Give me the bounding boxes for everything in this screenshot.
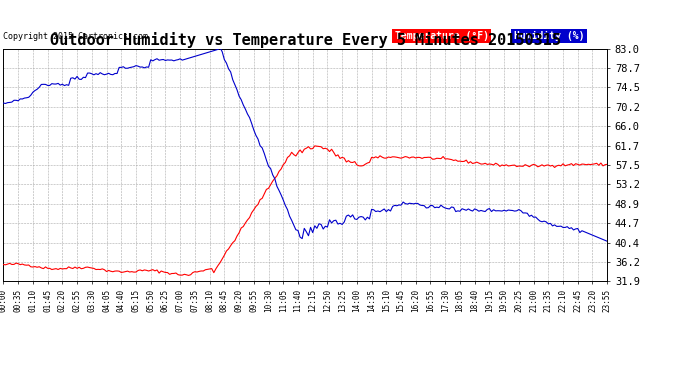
Text: Humidity (%): Humidity (%) bbox=[513, 31, 584, 41]
Title: Outdoor Humidity vs Temperature Every 5 Minutes 20150315: Outdoor Humidity vs Temperature Every 5 … bbox=[50, 32, 561, 48]
Text: Temperature (°F): Temperature (°F) bbox=[395, 31, 489, 41]
Text: Copyright 2015 Cartronics.com: Copyright 2015 Cartronics.com bbox=[3, 32, 148, 40]
